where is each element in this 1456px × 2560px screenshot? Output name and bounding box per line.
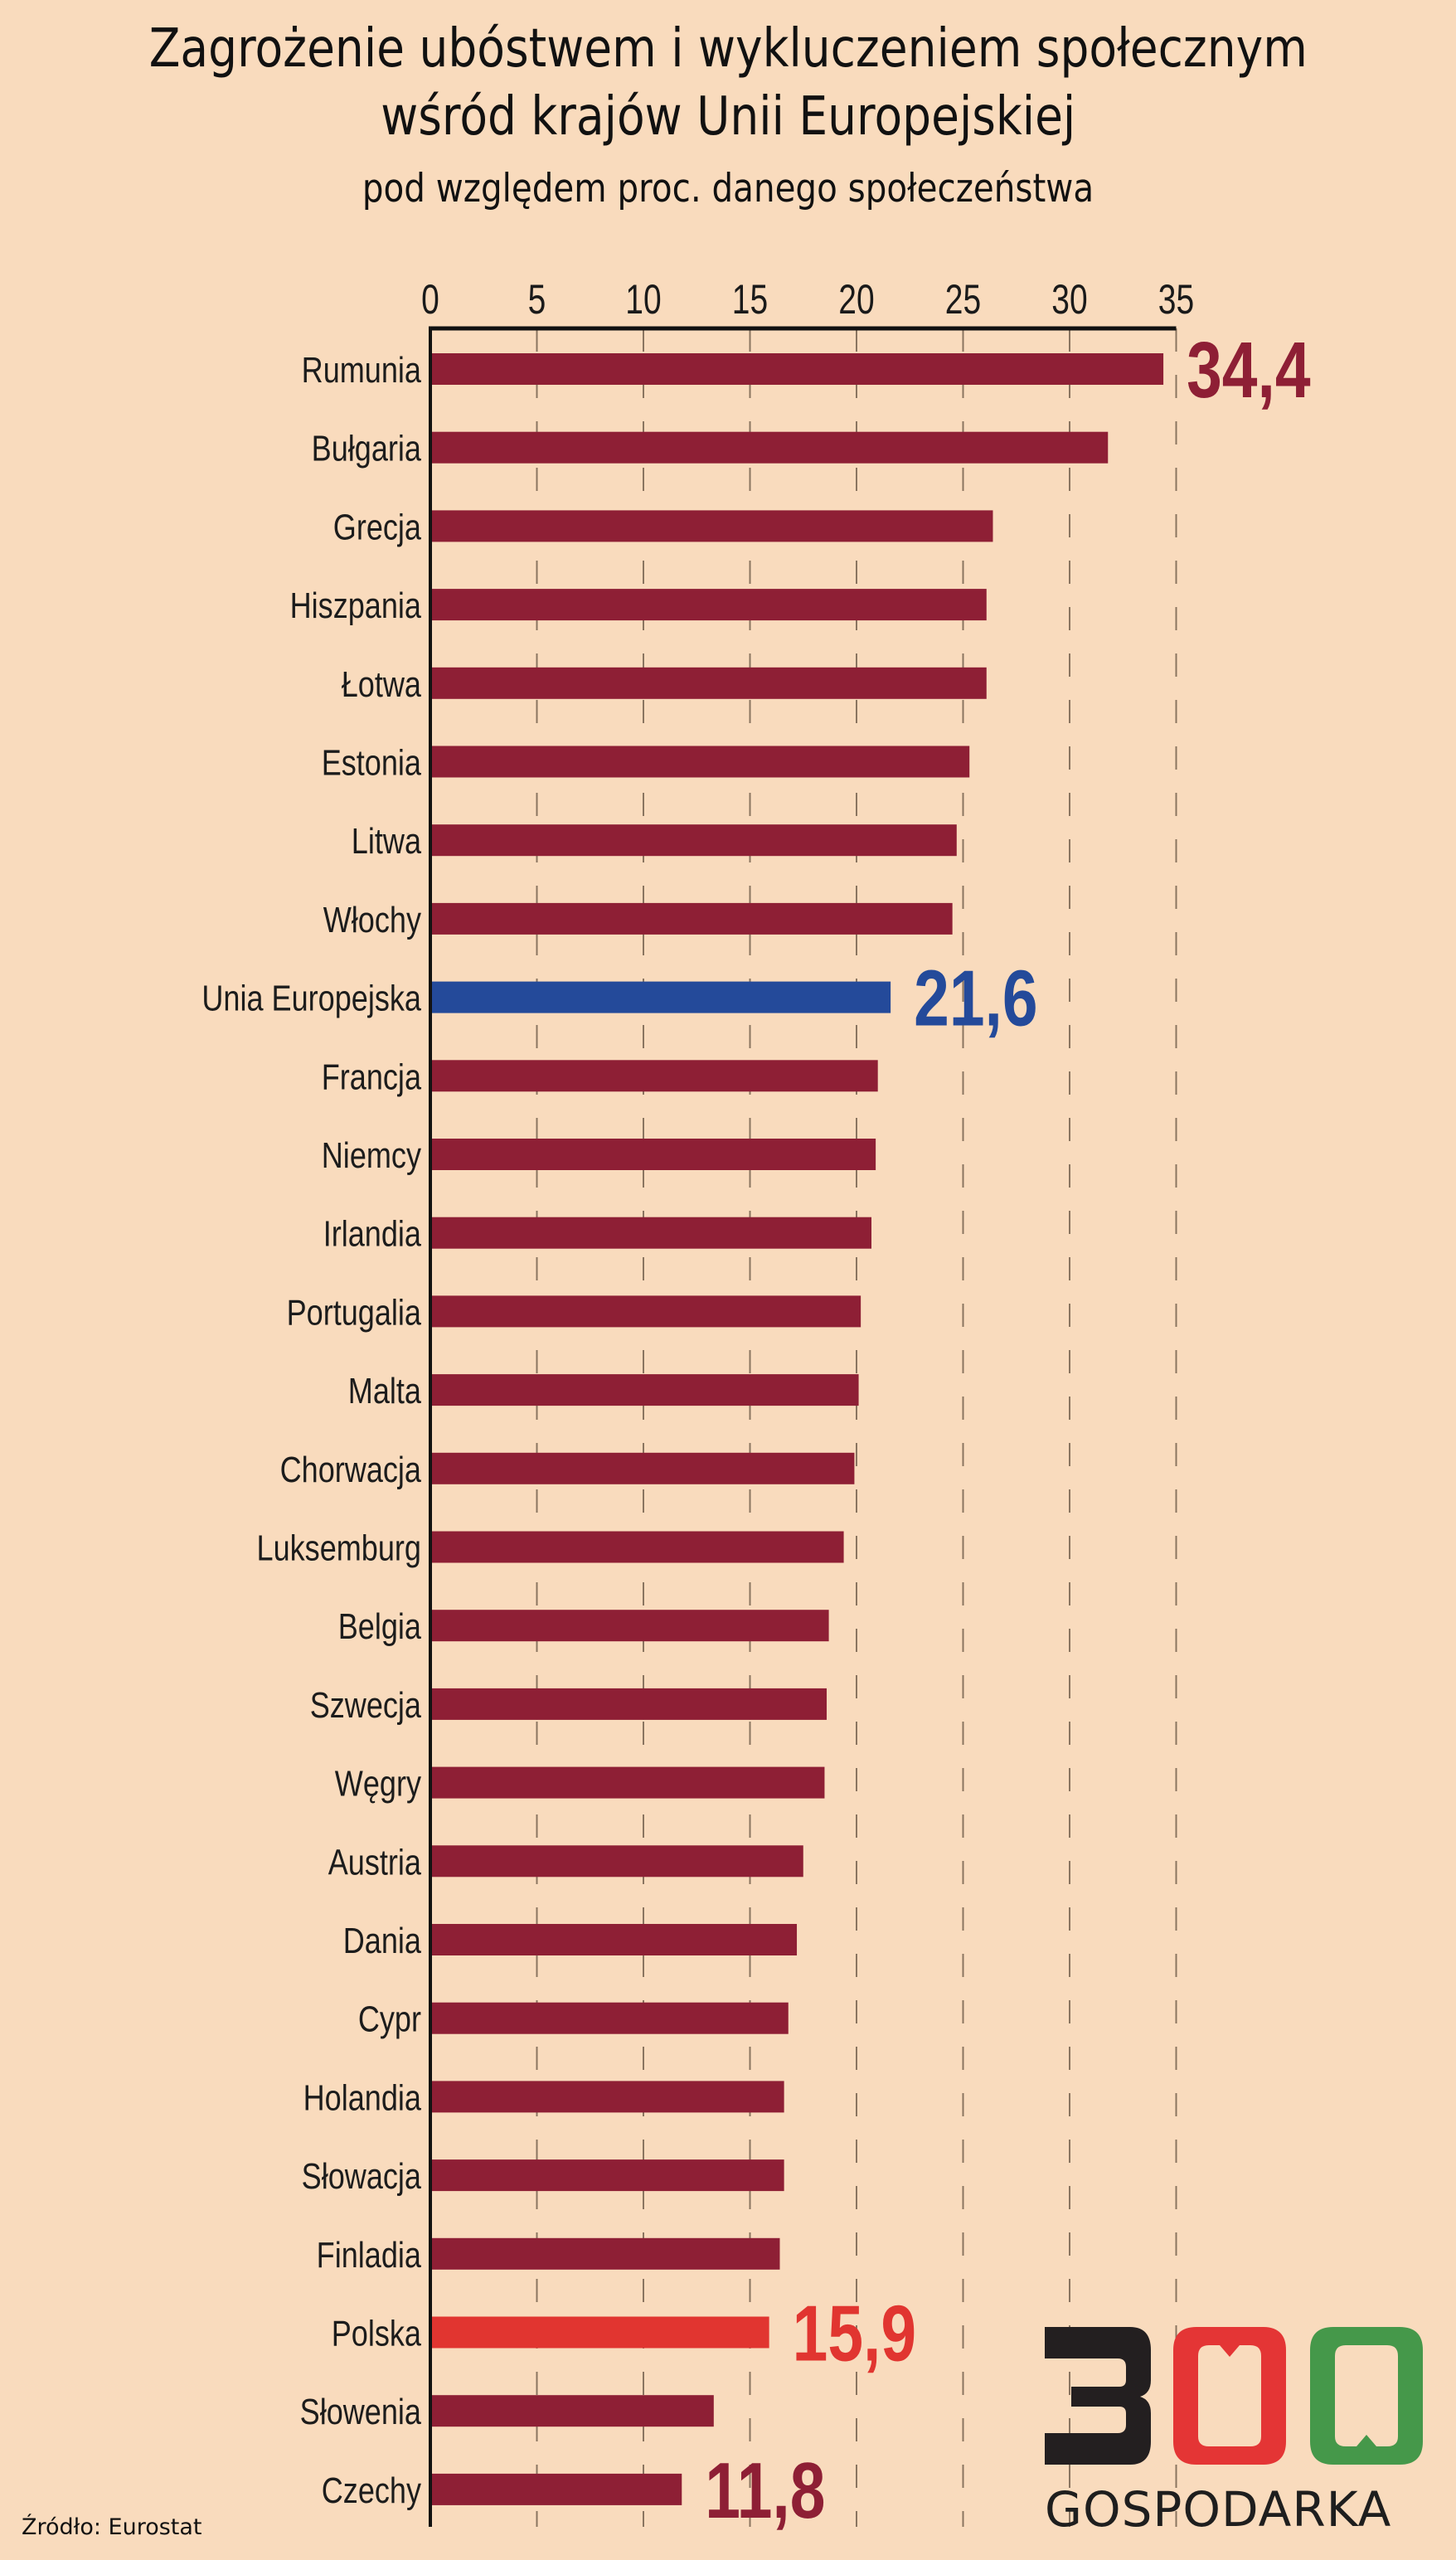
category-label: Irlandia bbox=[323, 1213, 422, 1254]
logo-digit-3 bbox=[1045, 2327, 1151, 2465]
logo-wordmark: GOSPODARKA bbox=[1045, 2481, 1392, 2538]
bar-irlandia bbox=[432, 1217, 871, 1249]
bar-czechy bbox=[432, 2473, 682, 2505]
bar-cypr bbox=[432, 2002, 789, 2034]
logo-300-icon bbox=[1045, 2327, 1423, 2465]
x-tick-label: 25 bbox=[945, 275, 981, 323]
bar-polska bbox=[432, 2316, 769, 2349]
gridlines bbox=[536, 328, 1177, 2527]
bar-malta bbox=[432, 1374, 859, 1406]
x-tick-label: 5 bbox=[528, 275, 546, 323]
category-label: Czechy bbox=[322, 2470, 422, 2511]
category-label: Chorwacja bbox=[280, 1449, 422, 1489]
bar-dania bbox=[432, 1924, 798, 1955]
logo-digit-0-red bbox=[1173, 2327, 1286, 2465]
x-tick-label: 20 bbox=[838, 275, 874, 323]
chart-title-line-1: Zagrożenie ubóstwem i wykluczeniem społe… bbox=[0, 18, 1456, 80]
chart-subtitle-text: pod względem proc. danego społeczeństwa bbox=[362, 166, 1094, 211]
logo-300gospodarka: GOSPODARKA bbox=[1043, 2327, 1433, 2538]
category-label: Szwecja bbox=[310, 1685, 422, 1726]
bar-estonia bbox=[432, 746, 970, 778]
bar-słowenia bbox=[432, 2395, 714, 2427]
category-labels: Rumunia Bułgaria Grecja Hiszpania Łotwa Eston… bbox=[201, 350, 421, 2511]
category-label: Bułgaria bbox=[312, 428, 422, 469]
category-label: Słowacja bbox=[302, 2156, 422, 2197]
data-label: 15,9 bbox=[793, 2289, 916, 2378]
category-label: Estonia bbox=[322, 742, 422, 783]
category-label: Luksemburg bbox=[257, 1528, 421, 1568]
x-tick-label: 35 bbox=[1158, 275, 1194, 323]
bar-unia-europejska bbox=[432, 981, 891, 1013]
category-label: Polska bbox=[332, 2313, 422, 2354]
bar-chorwacja bbox=[432, 1452, 855, 1484]
x-tick-labels: 0 5 10 15 20 25 30 35 bbox=[421, 275, 1194, 323]
category-label: Unia Europejska bbox=[201, 978, 421, 1018]
chart-title-line-2: wśród krajów Unii Europejskiej bbox=[0, 86, 1456, 148]
bar-szwecja bbox=[432, 1688, 827, 1720]
data-label: 34,4 bbox=[1187, 326, 1310, 415]
category-label: Francja bbox=[322, 1057, 422, 1097]
category-label: Rumunia bbox=[302, 350, 422, 391]
bar-włochy bbox=[432, 902, 953, 935]
bar-francja bbox=[432, 1060, 878, 1092]
bar-portugalia bbox=[432, 1295, 861, 1328]
bar-austria bbox=[432, 1845, 803, 1877]
category-label: Włochy bbox=[323, 900, 422, 940]
category-label: Grecja bbox=[333, 507, 422, 547]
bars bbox=[432, 353, 1164, 2505]
category-label: Węgry bbox=[335, 1763, 422, 1804]
data-label: 11,8 bbox=[705, 2446, 825, 2535]
bar-luksemburg bbox=[432, 1531, 844, 1563]
bar-niemcy bbox=[432, 1139, 876, 1170]
category-label: Holandia bbox=[303, 2077, 422, 2118]
bar-węgry bbox=[432, 1766, 825, 1799]
category-label: Belgia bbox=[338, 1606, 422, 1647]
chart-title-line-1-text: Zagrożenie ubóstwem i wykluczeniem społe… bbox=[148, 18, 1308, 80]
bar-grecja bbox=[432, 510, 993, 542]
bar-finladia bbox=[432, 2237, 780, 2270]
category-label: Malta bbox=[348, 1371, 422, 1411]
x-tick-label: 30 bbox=[1051, 275, 1087, 323]
chart-title-line-2-text: wśród krajów Unii Europejskiej bbox=[380, 86, 1076, 148]
category-label: Słowenia bbox=[300, 2392, 422, 2432]
category-label: Litwa bbox=[352, 821, 422, 862]
x-tick-label: 0 bbox=[421, 275, 439, 323]
logo-digit-0-green bbox=[1310, 2327, 1423, 2465]
source-note: Źródło: Eurostat bbox=[22, 2514, 202, 2540]
axes bbox=[429, 326, 1177, 2527]
category-label: Dania bbox=[343, 1921, 422, 1961]
category-label: Portugalia bbox=[287, 1292, 422, 1333]
category-label: Austria bbox=[328, 1842, 422, 1882]
category-label: Finladia bbox=[317, 2234, 422, 2275]
bar-bułgaria bbox=[432, 431, 1109, 464]
chart-subtitle: pod względem proc. danego społeczeństwa bbox=[0, 166, 1456, 211]
x-tick-label: 10 bbox=[625, 275, 661, 323]
category-label: Niemcy bbox=[322, 1135, 422, 1176]
bar-łotwa bbox=[432, 667, 987, 699]
bar-słowacja bbox=[432, 2159, 784, 2192]
bar-holandia bbox=[432, 2081, 784, 2113]
x-tick-label: 15 bbox=[732, 275, 768, 323]
bar-hiszpania bbox=[432, 589, 987, 621]
bar-litwa bbox=[432, 824, 957, 857]
bar-belgia bbox=[432, 1610, 829, 1642]
category-label: Hiszpania bbox=[290, 585, 422, 626]
data-labels: 34,4 21,6 15,9 11,8 bbox=[705, 326, 1310, 2535]
category-label: Cypr bbox=[358, 1999, 421, 2039]
category-label: Łotwa bbox=[342, 663, 422, 704]
data-label: 21,6 bbox=[914, 954, 1037, 1042]
bar-rumunia bbox=[432, 353, 1164, 385]
